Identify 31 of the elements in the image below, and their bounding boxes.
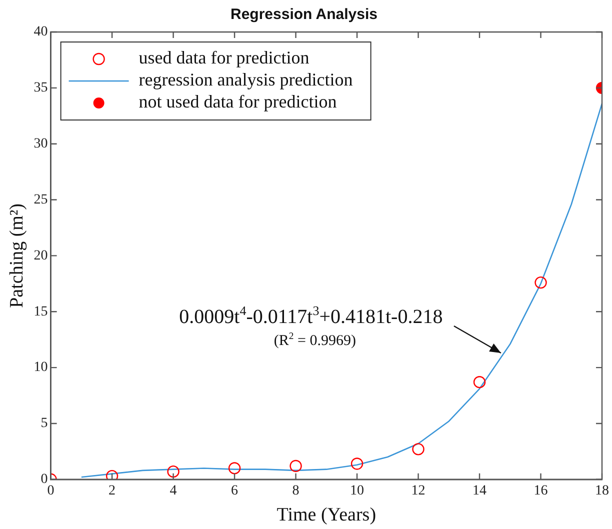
x-tick-label: 16: [534, 483, 548, 498]
point: [534, 276, 547, 289]
x-axis-title: Time (Years): [276, 504, 376, 526]
y-tick-label: 35: [34, 80, 48, 96]
legend-label: regression analysis prediction: [138, 70, 353, 90]
x-tick-label: 10: [350, 483, 364, 498]
x-tick-label: 6: [231, 483, 238, 498]
x-tick-label: 12: [411, 483, 426, 498]
y-tick-label: 40: [34, 24, 48, 40]
point: [167, 465, 180, 478]
y-tick-label: 30: [34, 136, 48, 152]
point: [473, 376, 486, 388]
point: [228, 462, 241, 474]
y-tick-label: 20: [34, 248, 48, 264]
y-tick-label: 0: [40, 472, 48, 488]
x-tick-label: 14: [472, 483, 487, 498]
point: [350, 458, 364, 470]
x-tick-label: 2: [108, 483, 116, 498]
legend-label: not used data for prediction: [138, 92, 337, 112]
y-tick-label: 10: [34, 360, 48, 376]
legend-label: used data for prediction: [138, 48, 310, 68]
y-tick-label: 25: [34, 192, 48, 208]
y-axis-title: Patching (m²): [6, 204, 28, 308]
x-tick-label: 18: [595, 483, 609, 498]
chart-title: Regression Analysis: [230, 6, 378, 24]
y-tick-label: 5: [40, 416, 48, 432]
x-tick-label: 4: [170, 483, 177, 498]
x-tick-label: 8: [292, 483, 300, 498]
point: [290, 460, 302, 472]
point: [412, 443, 424, 456]
y-tick-label: 15: [34, 304, 48, 320]
